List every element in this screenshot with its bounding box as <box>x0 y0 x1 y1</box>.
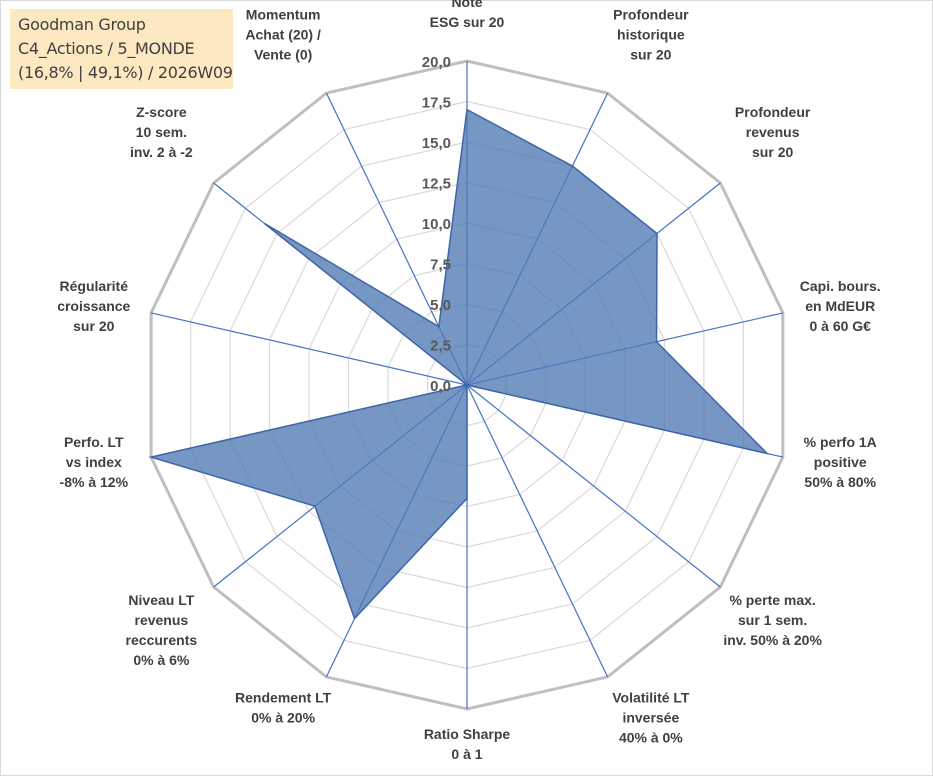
axis-label: Profondeur historique sur 20 <box>613 7 689 63</box>
tick-label: 10,0 <box>422 216 451 233</box>
axis-label: Profondeur revenus sur 20 <box>735 104 811 160</box>
tick-label: 12,5 <box>422 176 451 193</box>
axis-spoke <box>466 384 609 678</box>
info-company: Goodman Group <box>18 15 146 34</box>
axis-label: Perfo. LT vs index -8% à 12% <box>60 434 129 490</box>
series-layer <box>148 108 770 620</box>
info-stats: (16,8% | 49,1%) / 2026W09 <box>18 63 233 82</box>
tick-label: 17,5 <box>422 95 451 112</box>
axis-label: % perte max. sur 1 sem. inv. 50% à 20% <box>723 592 822 648</box>
axis-label: Z-score 10 sem. inv. 2 à -2 <box>130 104 193 160</box>
axis-label: Rendement LT 0% à 20% <box>235 689 332 725</box>
axis-label: % perfo 1A positive 50% à 80% <box>804 434 877 490</box>
axis-label: Régularité croissance sur 20 <box>57 278 130 334</box>
axis-spoke <box>150 312 468 386</box>
info-category: C4_Actions / 5_MONDE <box>18 39 195 58</box>
axis-spoke <box>466 384 721 588</box>
axis-label: Capi. bours. en MdEUR 0 à 60 G€ <box>800 278 881 334</box>
axis-label: Volatilité LT inversée 40% à 0% <box>612 689 690 745</box>
tick-label: 20,0 <box>422 54 451 71</box>
series-area <box>148 108 770 620</box>
tick-label: 7,5 <box>430 257 451 274</box>
tick-label: 5,0 <box>430 297 451 314</box>
axis-label: Niveau LT revenus reccurents 0% à 6% <box>126 592 198 668</box>
tick-labels: 0,0 2,5 5,0 7,5 10,0 12,5 15,0 17,5 20,0 <box>422 54 451 395</box>
info-box: Goodman Group C4_Actions / 5_MONDE (16,8… <box>10 9 233 89</box>
axis-label: Ratio Sharpe 0 à 1 <box>424 726 511 762</box>
axis-labels: Note ESG sur 20 Profondeur historique sur 20… <box>57 0 880 762</box>
tick-label: 15,0 <box>422 135 451 152</box>
axis-label: Note ESG sur 20 <box>430 0 505 30</box>
tick-label: 2,5 <box>430 338 451 355</box>
tick-label: 0,0 <box>430 378 451 395</box>
axis-label: Momentum Achat (20) / Vente (0) <box>245 7 321 63</box>
